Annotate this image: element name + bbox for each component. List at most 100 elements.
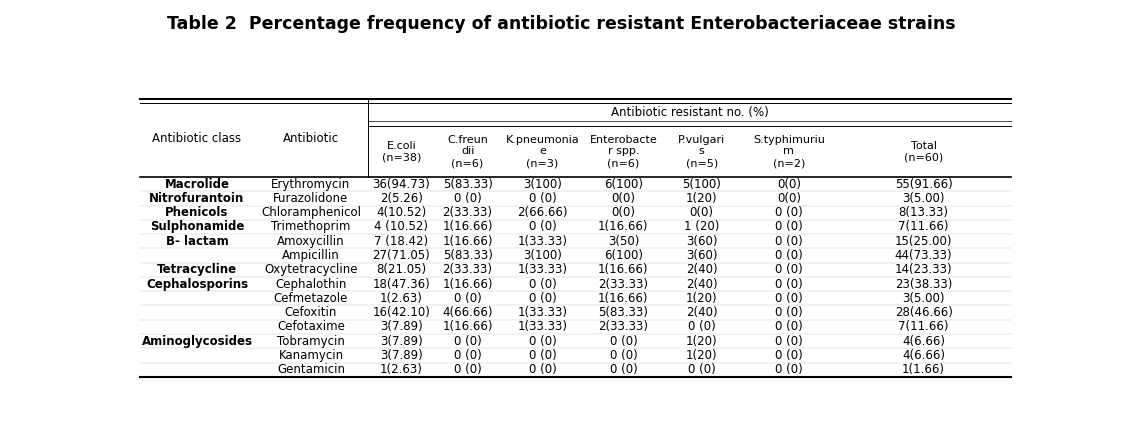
Text: Table 2  Percentage frequency of antibiotic resistant Enterobacteriaceae strains: Table 2 Percentage frequency of antibiot… <box>167 15 956 33</box>
Text: 0 (0): 0 (0) <box>529 221 556 233</box>
Text: Cefmetazole: Cefmetazole <box>274 292 348 305</box>
Text: C.freun
dii
(n=6): C.freun dii (n=6) <box>447 135 489 168</box>
Text: 0 (0): 0 (0) <box>529 363 556 376</box>
Text: 0 (0): 0 (0) <box>610 363 637 376</box>
Text: 1(33.33): 1(33.33) <box>518 235 567 248</box>
Text: 3(60): 3(60) <box>686 249 718 262</box>
Text: 3(5.00): 3(5.00) <box>903 192 944 205</box>
Text: 7 (18.42): 7 (18.42) <box>374 235 429 248</box>
Text: 5(83.33): 5(83.33) <box>442 249 493 262</box>
Text: 5(83.33): 5(83.33) <box>442 178 493 190</box>
Text: 0 (0): 0 (0) <box>775 263 803 276</box>
Text: 2(33.33): 2(33.33) <box>599 320 648 333</box>
Text: 0(0): 0(0) <box>690 206 714 219</box>
Text: 7(11.66): 7(11.66) <box>898 320 949 333</box>
Text: 1(16.66): 1(16.66) <box>442 278 493 290</box>
Text: Trimethoprim: Trimethoprim <box>272 221 350 233</box>
Text: 2(66.66): 2(66.66) <box>518 206 568 219</box>
Text: 3(5.00): 3(5.00) <box>903 292 944 305</box>
Text: Cephalosporins: Cephalosporins <box>146 278 248 290</box>
Text: 0(0): 0(0) <box>777 192 801 205</box>
Text: Total
(n=60): Total (n=60) <box>904 141 943 162</box>
Text: 4(6.66): 4(6.66) <box>902 349 946 362</box>
Text: 27(71.05): 27(71.05) <box>373 249 430 262</box>
Text: 7(11.66): 7(11.66) <box>898 221 949 233</box>
Text: 1(33.33): 1(33.33) <box>518 306 567 319</box>
Text: Cephalothin: Cephalothin <box>275 278 347 290</box>
Text: 4(10.52): 4(10.52) <box>376 206 427 219</box>
Text: 1(20): 1(20) <box>686 349 718 362</box>
Text: 2(33.33): 2(33.33) <box>599 278 648 290</box>
Text: Enterobacte
r spp.
(n=6): Enterobacte r spp. (n=6) <box>590 135 657 168</box>
Text: 0 (0): 0 (0) <box>454 363 482 376</box>
Text: 5(83.33): 5(83.33) <box>599 306 648 319</box>
Text: 4(66.66): 4(66.66) <box>442 306 493 319</box>
Text: 1(2.63): 1(2.63) <box>380 292 423 305</box>
Text: 2(40): 2(40) <box>686 278 718 290</box>
Text: 1(20): 1(20) <box>686 292 718 305</box>
Text: Cefotaxime: Cefotaxime <box>277 320 345 333</box>
Text: 4 (10.52): 4 (10.52) <box>374 221 429 233</box>
Text: Macrolide: Macrolide <box>164 178 229 190</box>
Text: 36(94.73): 36(94.73) <box>373 178 430 190</box>
Text: Ampicillin: Ampicillin <box>282 249 340 262</box>
Text: 0 (0): 0 (0) <box>775 249 803 262</box>
Text: 1 (20): 1 (20) <box>684 221 720 233</box>
Text: Sulphonamide: Sulphonamide <box>149 221 244 233</box>
Text: 4(6.66): 4(6.66) <box>902 335 946 347</box>
Text: Tobramycin: Tobramycin <box>277 335 345 347</box>
Text: 0 (0): 0 (0) <box>529 335 556 347</box>
Text: 3(100): 3(100) <box>523 249 562 262</box>
Text: 0 (0): 0 (0) <box>775 363 803 376</box>
Text: 14(23.33): 14(23.33) <box>895 263 952 276</box>
Text: 1(16.66): 1(16.66) <box>599 221 649 233</box>
Text: 1(20): 1(20) <box>686 335 718 347</box>
Text: 2(33.33): 2(33.33) <box>442 206 493 219</box>
Text: 3(7.89): 3(7.89) <box>380 349 423 362</box>
Text: E.coli
(n=38): E.coli (n=38) <box>382 141 421 162</box>
Text: Antibiotic resistant no. (%): Antibiotic resistant no. (%) <box>611 106 768 119</box>
Text: 2(40): 2(40) <box>686 263 718 276</box>
Text: K.pneumonia
e
(n=3): K.pneumonia e (n=3) <box>505 135 579 168</box>
Text: Kanamycin: Kanamycin <box>279 349 344 362</box>
Text: 0 (0): 0 (0) <box>529 349 556 362</box>
Text: 0 (0): 0 (0) <box>454 349 482 362</box>
Text: 0 (0): 0 (0) <box>454 292 482 305</box>
Text: 3(7.89): 3(7.89) <box>380 320 423 333</box>
Text: 55(91.66): 55(91.66) <box>895 178 952 190</box>
Text: Aminoglycosides: Aminoglycosides <box>141 335 253 347</box>
Text: 0 (0): 0 (0) <box>688 320 715 333</box>
Text: 3(50): 3(50) <box>608 235 639 248</box>
Text: 1(33.33): 1(33.33) <box>518 320 567 333</box>
Text: 0 (0): 0 (0) <box>529 278 556 290</box>
Text: 0 (0): 0 (0) <box>454 192 482 205</box>
Text: 0(0): 0(0) <box>611 206 636 219</box>
Text: 23(38.33): 23(38.33) <box>895 278 952 290</box>
Text: 6(100): 6(100) <box>604 249 642 262</box>
Text: Gentamicin: Gentamicin <box>277 363 345 376</box>
Text: 6(100): 6(100) <box>604 178 642 190</box>
Text: B- lactam: B- lactam <box>165 235 228 248</box>
Text: 0 (0): 0 (0) <box>775 335 803 347</box>
Text: S.typhimuriu
m
(n=2): S.typhimuriu m (n=2) <box>752 135 824 168</box>
Text: 0 (0): 0 (0) <box>775 349 803 362</box>
Text: 0(0): 0(0) <box>777 178 801 190</box>
Text: Oxytetracycline: Oxytetracycline <box>264 263 358 276</box>
Text: 0 (0): 0 (0) <box>610 349 637 362</box>
Text: 8(21.05): 8(21.05) <box>376 263 427 276</box>
Text: 0 (0): 0 (0) <box>454 335 482 347</box>
Text: 0(0): 0(0) <box>611 192 636 205</box>
Text: 0 (0): 0 (0) <box>775 278 803 290</box>
Text: 15(25.00): 15(25.00) <box>895 235 952 248</box>
Text: Furazolidone: Furazolidone <box>273 192 348 205</box>
Text: Amoxycillin: Amoxycillin <box>277 235 345 248</box>
Text: 1(2.63): 1(2.63) <box>380 363 423 376</box>
Text: 1(16.66): 1(16.66) <box>599 292 649 305</box>
Text: 2(33.33): 2(33.33) <box>442 263 493 276</box>
Text: 0 (0): 0 (0) <box>775 235 803 248</box>
Text: Antibiotic: Antibiotic <box>283 132 339 145</box>
Text: 0 (0): 0 (0) <box>688 363 715 376</box>
Text: 2(5.26): 2(5.26) <box>380 192 423 205</box>
Text: 0 (0): 0 (0) <box>775 206 803 219</box>
Text: 1(33.33): 1(33.33) <box>518 263 567 276</box>
